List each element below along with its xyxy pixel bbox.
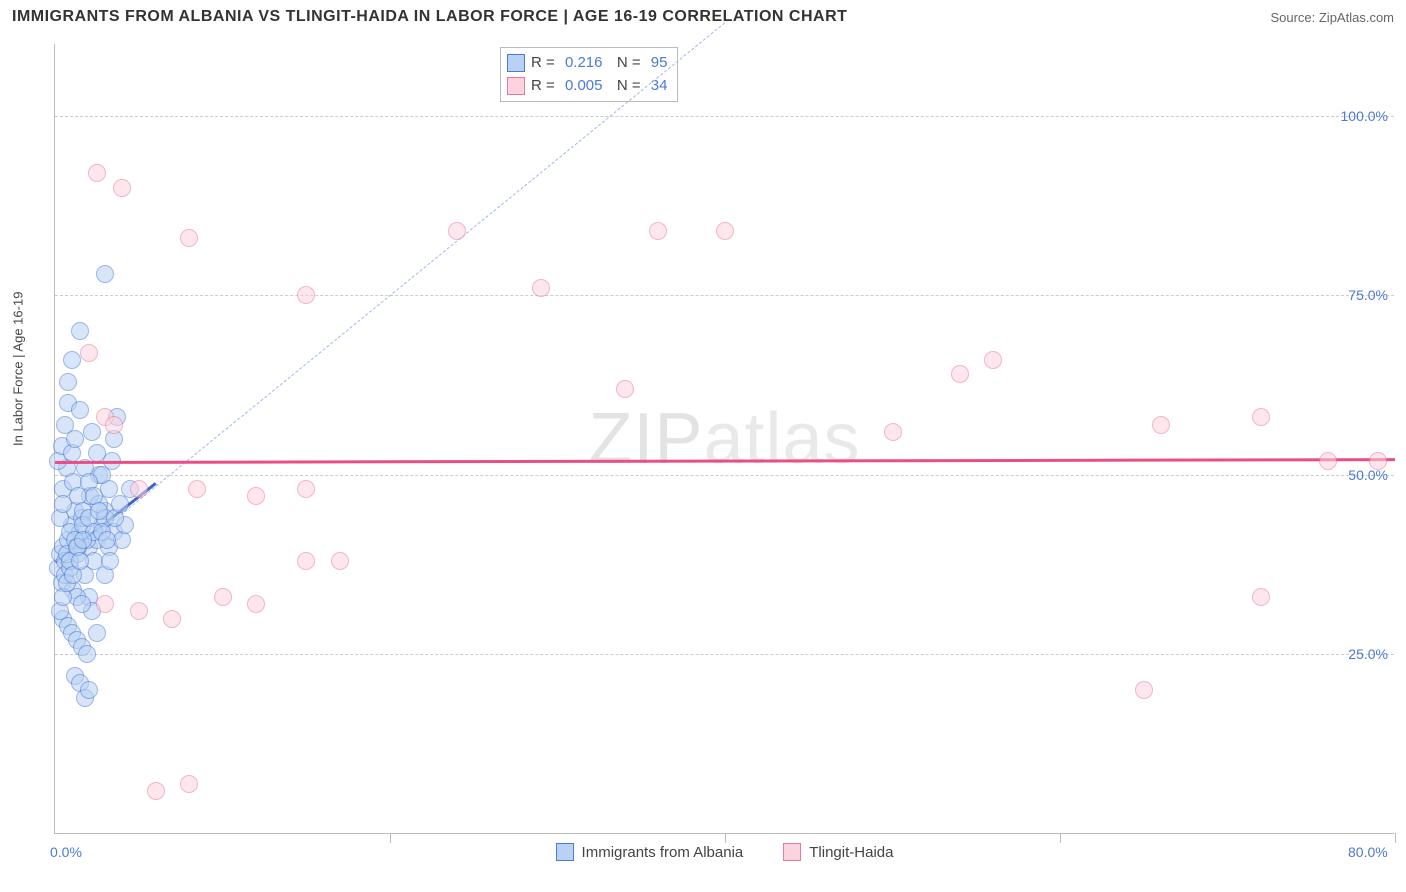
data-point: [80, 344, 98, 362]
data-point: [83, 423, 101, 441]
stat-n-label: N =: [608, 75, 644, 98]
data-point: [96, 595, 114, 613]
data-point: [78, 645, 96, 663]
data-point: [984, 351, 1002, 369]
stat-n-label: N =: [608, 52, 644, 75]
data-point: [105, 416, 123, 434]
data-point: [1252, 408, 1270, 426]
watermark-bold: ZIP: [588, 399, 703, 479]
gridline: [55, 654, 1394, 655]
data-point: [74, 531, 92, 549]
data-point: [59, 373, 77, 391]
legend-item: Tlingit-Haida: [783, 843, 893, 861]
data-point: [1135, 681, 1153, 699]
legend-item: Immigrants from Albania: [556, 843, 744, 861]
data-point: [180, 775, 198, 793]
data-point: [1252, 588, 1270, 606]
data-point: [448, 222, 466, 240]
x-tick: [1060, 833, 1061, 843]
data-point: [1369, 452, 1387, 470]
legend-swatch: [556, 843, 574, 861]
data-point: [214, 588, 232, 606]
data-point: [113, 179, 131, 197]
x-tick-max: 80.0%: [1348, 844, 1388, 860]
data-point: [247, 595, 265, 613]
data-point: [88, 624, 106, 642]
y-tick-label: 100.0%: [1341, 108, 1388, 124]
data-point: [297, 480, 315, 498]
stat-r-value: 0.216: [565, 52, 603, 75]
data-point: [71, 401, 89, 419]
data-point: [180, 229, 198, 247]
data-point: [188, 480, 206, 498]
data-point: [331, 552, 349, 570]
data-point: [96, 265, 114, 283]
data-point: [80, 681, 98, 699]
x-tick: [725, 833, 726, 843]
data-point: [71, 552, 89, 570]
watermark-thin: atlas: [703, 399, 860, 479]
data-point: [54, 495, 72, 513]
data-point: [297, 552, 315, 570]
legend-bottom: Immigrants from Albania Tlingit-Haida: [556, 843, 894, 861]
legend-swatch: [507, 77, 525, 95]
legend-stats-row: R = 0.216 N = 95: [507, 52, 667, 75]
data-point: [111, 495, 129, 513]
data-point: [1319, 452, 1337, 470]
source-attribution: Source: ZipAtlas.com: [1270, 10, 1394, 25]
y-tick-label: 50.0%: [1348, 467, 1388, 483]
x-tick: [1395, 833, 1396, 843]
watermark: ZIPatlas: [588, 398, 860, 480]
stat-r-value: 0.005: [565, 75, 603, 98]
regression-line: [55, 458, 1395, 463]
data-point: [649, 222, 667, 240]
data-point: [716, 222, 734, 240]
legend-label: Tlingit-Haida: [809, 844, 893, 861]
data-point: [71, 322, 89, 340]
data-point: [98, 531, 116, 549]
legend-stats-box: R = 0.216 N = 95R = 0.005 N = 34: [500, 47, 678, 102]
data-point: [884, 423, 902, 441]
data-point: [532, 279, 550, 297]
y-axis-label: In Labor Force | Age 16-19: [11, 292, 26, 446]
x-tick-min: 0.0%: [50, 844, 82, 860]
data-point: [147, 782, 165, 800]
x-tick: [390, 833, 391, 843]
data-point: [1152, 416, 1170, 434]
y-tick-label: 25.0%: [1348, 646, 1388, 662]
data-point: [130, 602, 148, 620]
gridline: [55, 116, 1394, 117]
data-point: [73, 595, 91, 613]
data-point: [88, 164, 106, 182]
data-point: [66, 430, 84, 448]
legend-swatch: [783, 843, 801, 861]
data-point: [63, 351, 81, 369]
legend-label: Immigrants from Albania: [582, 844, 744, 861]
gridline: [55, 475, 1394, 476]
data-point: [247, 487, 265, 505]
data-point: [951, 365, 969, 383]
data-point: [90, 502, 108, 520]
data-point: [297, 286, 315, 304]
stat-n-value: 34: [651, 75, 668, 98]
data-point: [130, 480, 148, 498]
y-tick-label: 75.0%: [1348, 287, 1388, 303]
scatter-chart: ZIPatlas R = 0.216 N = 95R = 0.005 N = 3…: [54, 44, 1394, 834]
stat-r-label: R =: [531, 52, 559, 75]
data-point: [616, 380, 634, 398]
legend-swatch: [507, 54, 525, 72]
data-point: [163, 610, 181, 628]
data-point: [101, 552, 119, 570]
stat-r-label: R =: [531, 75, 559, 98]
legend-stats-row: R = 0.005 N = 34: [507, 75, 667, 98]
gridline: [55, 295, 1394, 296]
